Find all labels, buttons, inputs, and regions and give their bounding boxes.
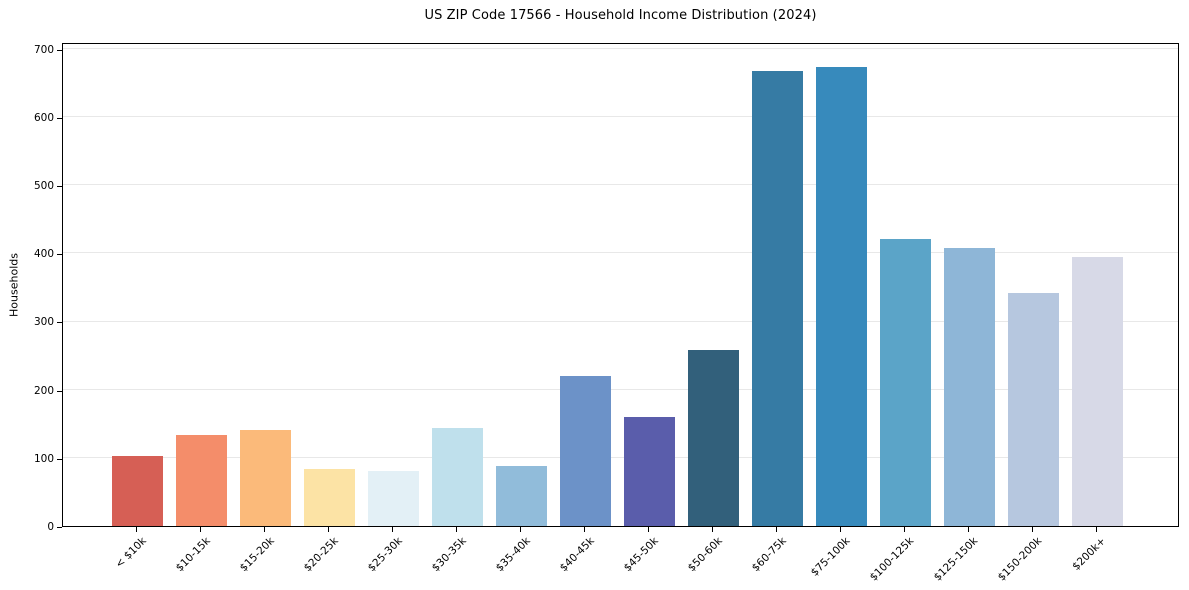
y-tick-mark [57,186,62,188]
y-tick-mark [57,322,62,324]
bar-50-60k [687,350,739,526]
x-tick-mark [776,527,777,532]
gridline-700 [63,47,1178,49]
x-tick-mark [200,527,201,532]
x-tick-mark [840,527,841,532]
x-tick-mark [136,527,137,532]
gridline-600 [63,116,1178,117]
x-tick-label: $75-100k [808,535,853,579]
bar-40-45k [559,376,611,526]
bar-100-125k [879,239,931,526]
y-tick-mark [57,49,62,51]
x-tick-mark [968,527,969,532]
x-tick-mark [584,527,585,532]
x-tick-mark [1032,527,1033,532]
y-tick-label: 400 [33,248,54,261]
gridline-300 [63,320,1178,322]
y-tick-mark [57,117,62,119]
x-tick-label: $200k+ [1070,535,1109,573]
gridline-400 [63,252,1178,254]
x-tick-label: $35-40k [493,535,533,575]
bar-35-40k [495,466,547,526]
y-tick-mark [57,458,62,460]
bar-60-75k [751,70,803,526]
bar-10-15k [175,434,227,526]
x-tick-label: $20-25k [301,535,341,575]
bar-125-150k [943,247,995,526]
chart-title: US ZIP Code 17566 - Household Income Dis… [424,8,817,23]
bar-25-30k [367,470,419,526]
x-tick-mark [1096,527,1097,532]
bar-10k [111,455,163,526]
bar-45-50k [623,416,675,526]
x-tick-label: < $10k [112,535,149,571]
gridline-500 [63,184,1178,186]
bar-20-25k [303,468,355,526]
bar-30-35k [431,427,483,526]
x-tick-mark [712,527,713,532]
y-tick-label: 200 [33,384,54,397]
gridline-100 [63,456,1178,458]
y-tick-label: 700 [33,43,54,56]
y-tick-label: 600 [33,111,54,124]
x-tick-mark [520,527,521,532]
gridline-200 [63,388,1178,390]
x-tick-mark [328,527,329,532]
x-tick-label: $25-30k [365,535,405,575]
x-tick-label: $10-15k [173,535,213,575]
x-tick-mark [904,527,905,532]
x-tick-label: $45-50k [621,535,661,575]
x-tick-label: $40-45k [557,535,597,575]
x-tick-mark [648,527,649,532]
x-tick-label: $150-200k [995,535,1045,584]
y-tick-mark [57,527,62,528]
bar-150-200k [1007,292,1059,526]
x-tick-mark [264,527,265,532]
bar-15-20k [239,429,291,526]
y-tick-label: 500 [33,180,54,193]
y-tick-mark [57,254,62,256]
y-tick-label: 0 [47,521,54,533]
x-tick-mark [392,527,393,532]
x-tick-label: $50-60k [685,535,725,575]
plot-area [62,43,1179,527]
x-tick-mark [456,527,457,532]
x-tick-label: $100-125k [867,535,917,584]
y-tick-label: 100 [33,452,54,465]
x-tick-label: $60-75k [749,535,789,575]
y-axis-label: Households [7,253,21,317]
x-tick-label: $15-20k [237,535,277,575]
y-tick-label: 300 [33,316,54,329]
x-tick-label: $30-35k [429,535,469,575]
bar-75-100k [815,66,867,526]
bar-200k [1071,256,1123,526]
x-tick-label: $125-150k [931,535,981,584]
y-tick-mark [57,390,62,392]
